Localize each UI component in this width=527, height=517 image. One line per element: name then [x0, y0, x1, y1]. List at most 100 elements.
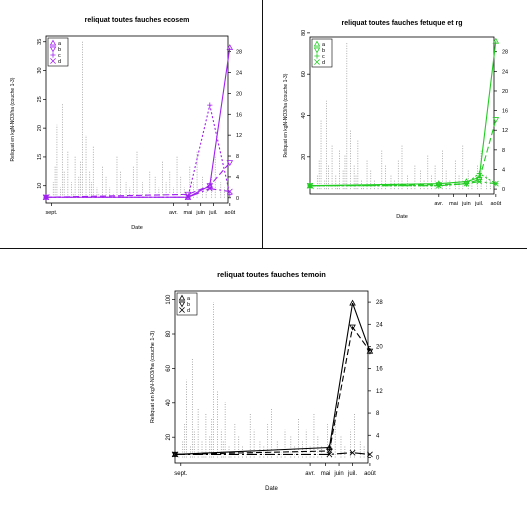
legend-label: d	[58, 59, 61, 65]
y-axis-right: 0 4 8 12 16 20 24 28	[494, 50, 508, 193]
y2-tick-label: 20	[376, 344, 383, 350]
x-tick-label: mai	[449, 201, 458, 207]
y-axis-label: Reliquat en kgN-NO3/ha (couche 1-3)	[10, 77, 16, 161]
legend-symbol	[49, 46, 57, 53]
x-tick-label: juil.	[208, 210, 218, 216]
x-tick-label: avr.	[305, 471, 315, 477]
y2-tick-label: 16	[236, 112, 242, 118]
x-tick-label: mai	[321, 471, 331, 477]
data-point	[227, 191, 233, 197]
x-tick-label: juin	[195, 210, 205, 216]
x-tick-label: août	[490, 201, 501, 207]
y-tick-label: 60	[301, 71, 307, 77]
panel-divider-vertical	[262, 0, 263, 249]
legend-label: d	[322, 60, 325, 66]
data-point	[172, 451, 178, 458]
series-b	[306, 117, 500, 190]
data-point	[326, 451, 333, 458]
legend-label: b	[322, 48, 325, 54]
x-tick-label: sept.	[45, 210, 57, 216]
y-tick-label: 30	[37, 67, 43, 73]
x-axis-label: Date	[396, 214, 408, 220]
y-axis-label: Reliquat en kgN-NO3/ha (couche 1-3)	[283, 73, 289, 157]
legend-symbol	[313, 40, 321, 47]
plot-frame	[45, 35, 229, 204]
panel-divider-horizontal	[0, 248, 527, 249]
legend-label: c	[322, 54, 325, 60]
chart-title: reliquat toutes fauches ecosem	[85, 17, 190, 24]
series-line	[175, 452, 370, 455]
y-axis-left: 20 40 60 80	[301, 30, 310, 160]
y-tick-label: 20	[37, 125, 43, 131]
y-tick-label: 25	[37, 96, 43, 102]
data-point	[307, 182, 313, 189]
y-axis-left: 10 15 20 25 30 35	[37, 39, 46, 189]
legend-label: c	[58, 53, 61, 59]
series-line	[309, 41, 497, 187]
y2-tick-label: 0	[502, 187, 505, 193]
y-tick-label: 35	[37, 39, 43, 45]
series-d	[43, 185, 233, 201]
y2-tick-label: 20	[236, 91, 242, 97]
data-point	[326, 448, 333, 455]
chart-temoin: reliquat toutes fauches temoin 2040608010…	[150, 270, 383, 492]
series-d	[307, 178, 499, 189]
y-tick-label: 15	[37, 154, 43, 160]
y2-tick-label: 4	[376, 433, 380, 439]
y2-tick-label: 8	[376, 411, 380, 417]
data-point	[476, 170, 482, 176]
x-tick-label: juil.	[347, 471, 357, 477]
x-axis: sept. avr. mai juin juil. août	[174, 463, 376, 477]
y2-tick-label: 24	[502, 69, 508, 75]
x-tick-label: sept.	[174, 471, 187, 477]
chart-ecosem: reliquat toutes fauches ecosem 10 15 20 25 30…	[10, 17, 242, 231]
y-axis-left: 20 40 60 80 100	[166, 294, 175, 441]
y-axis-right: 0 4 8 12 16 20 24 28	[368, 300, 383, 461]
chart-title: reliquat toutes fauches temoin	[217, 270, 326, 279]
data-point	[492, 117, 500, 124]
data-point	[367, 451, 373, 458]
legend-symbol	[313, 47, 321, 54]
data-point	[207, 102, 213, 108]
data-point	[463, 180, 470, 187]
series-line	[46, 104, 231, 198]
chart-panel-temoin: reliquat toutes fauches temoin 20 40 60 80 10…	[0, 249, 527, 512]
rainfall-series	[49, 41, 225, 198]
legend-label: a	[187, 296, 191, 302]
series-line	[174, 325, 371, 455]
series-line	[46, 188, 230, 198]
chart-panel-ecosem: reliquat toutes fauches ecosem 10 15 20 25 30…	[0, 0, 262, 248]
x-tick-label: avr.	[169, 210, 178, 216]
y-tick-label: 80	[301, 30, 307, 36]
legend-symbol	[178, 294, 186, 301]
legend-label: b	[58, 47, 61, 53]
y-tick-label: 10	[37, 183, 43, 189]
data-point	[43, 194, 49, 201]
x-axis-label: Date	[265, 486, 278, 492]
x-axis: sept. avr. mai juin juil. août	[45, 203, 236, 216]
legend-symbol	[50, 52, 56, 58]
data-point	[206, 183, 214, 190]
series-line	[310, 181, 496, 187]
chart-panel-fetuque: reliquat toutes fauches fetuque et rg 20 4…	[263, 0, 527, 248]
series-b	[42, 160, 234, 201]
chart-title: reliquat toutes fauches fetuque et rg	[342, 20, 463, 27]
y-tick-label: 40	[301, 112, 307, 118]
y2-tick-label: 28	[376, 300, 383, 306]
x-tick-label: avr.	[434, 201, 443, 207]
data-point	[492, 180, 499, 187]
y2-tick-label: 16	[502, 109, 508, 115]
legend-symbol	[49, 39, 57, 46]
legend-label: d	[187, 308, 190, 314]
rainfall-series	[313, 41, 491, 190]
y-tick-label: 20	[166, 433, 172, 440]
series-a	[42, 44, 234, 200]
y2-tick-label: 12	[376, 389, 383, 395]
x-tick-label: août	[364, 471, 376, 477]
data-point	[226, 160, 234, 167]
series-d	[172, 449, 373, 458]
x-axis: avr. mai juin juil. août	[434, 194, 502, 207]
x-tick-label: juin	[333, 471, 343, 477]
series-a	[306, 37, 500, 189]
